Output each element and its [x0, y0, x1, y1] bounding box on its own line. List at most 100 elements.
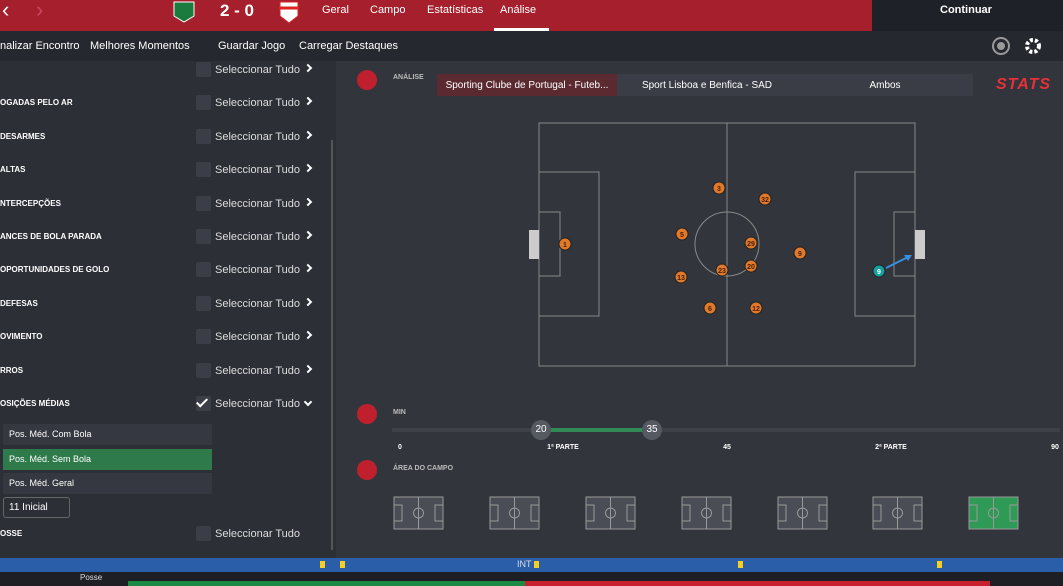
area-option[interactable]: [872, 496, 923, 530]
select-all[interactable]: Seleccionar Tudo: [215, 364, 300, 377]
checkbox[interactable]: [196, 62, 211, 77]
card-icons: [320, 561, 942, 568]
filter-label: OVIMENTO: [0, 332, 43, 342]
area-option[interactable]: [681, 496, 732, 530]
active-underline: [494, 28, 549, 31]
select-all[interactable]: Seleccionar Tudo: [215, 197, 300, 210]
checkbox[interactable]: [196, 526, 211, 541]
player-marker[interactable]: [675, 227, 689, 241]
checkbox[interactable]: [196, 229, 211, 244]
player-marker[interactable]: [872, 264, 886, 278]
option[interactable]: Pos. Méd. Sem Bola: [9, 453, 92, 464]
scale-label: 45: [723, 444, 731, 451]
select-all[interactable]: Seleccionar Tudo: [215, 264, 300, 277]
tab-label[interactable]: Sporting Clube de Portugal - Futeb...: [445, 80, 609, 91]
area-option[interactable]: [777, 496, 828, 530]
analysis-icon: [357, 70, 377, 90]
checkbox[interactable]: [196, 128, 211, 144]
player-marker[interactable]: [793, 246, 807, 260]
section-heading: ANÁLISE: [393, 74, 424, 81]
checkbox[interactable]: [196, 195, 211, 211]
tab[interactable]: [437, 74, 617, 96]
player-marker[interactable]: [749, 301, 763, 315]
scrollbar: [331, 140, 333, 550]
tab-label[interactable]: Ambos: [869, 80, 901, 91]
menu-item[interactable]: Análise: [500, 4, 537, 16]
player-marker[interactable]: [558, 237, 572, 251]
toolbar-item[interactable]: Carregar Destaques: [299, 40, 399, 52]
select-all[interactable]: Seleccionar Tudo: [215, 164, 300, 177]
toolbar-item[interactable]: Melhores Momentos: [90, 40, 190, 52]
area-option[interactable]: [968, 496, 1019, 530]
continue-bar[interactable]: [872, 0, 1063, 31]
filter-label: OPORTUNIDADES DE GOLO: [0, 265, 110, 275]
slider-knob[interactable]: [642, 420, 662, 440]
settings-icon[interactable]: [1025, 38, 1041, 54]
checkbox[interactable]: [196, 262, 211, 278]
filter-label: NTERCEPÇÕES: [0, 198, 61, 208]
player-marker[interactable]: [674, 270, 688, 284]
tab-label[interactable]: Sport Lisboa e Benfica - SAD: [641, 80, 773, 91]
checkbox[interactable]: [196, 362, 211, 378]
player-number: 6: [708, 306, 712, 313]
menu-item[interactable]: Estatísticas: [427, 4, 484, 16]
player-marker[interactable]: [712, 181, 726, 195]
menu-item[interactable]: Geral: [322, 4, 349, 16]
dropdown-label[interactable]: 11 Inicial: [9, 502, 48, 513]
option[interactable]: Pos. Méd. Geral: [9, 478, 75, 488]
stats-logo: STATS: [996, 76, 1052, 93]
option-bg[interactable]: [3, 424, 212, 445]
slider-knob[interactable]: [531, 420, 551, 440]
checkbox[interactable]: [196, 396, 211, 411]
scale-label: 1ª PARTE: [547, 444, 579, 451]
area-option[interactable]: [393, 496, 444, 530]
filter-label: RROS: [0, 365, 24, 375]
select-all[interactable]: Seleccionar Tudo: [215, 64, 300, 76]
checkbox[interactable]: [196, 162, 211, 178]
player-number: 3: [717, 186, 721, 193]
forward-arrow: ›: [36, 0, 43, 22]
select-all[interactable]: Seleccionar Tudo: [215, 297, 300, 310]
section-heading: MIN: [393, 409, 406, 416]
range-label: 35: [646, 424, 658, 435]
select-all[interactable]: Seleccionar Tudo: [215, 231, 300, 243]
possession-label: Posse: [80, 573, 103, 582]
scale-label: 90: [1051, 444, 1059, 451]
option-bg[interactable]: [3, 473, 212, 494]
toolbar-item[interactable]: Guardar Jogo: [218, 40, 286, 52]
top-bar: [0, 0, 872, 31]
area-option[interactable]: [489, 496, 540, 530]
player-marker[interactable]: [744, 259, 758, 273]
player-number: 12: [752, 306, 760, 313]
player-number: 23: [718, 268, 726, 275]
select-all[interactable]: Seleccionar Tudo: [215, 398, 300, 410]
select-all[interactable]: Seleccionar Tudo: [215, 528, 300, 540]
tab[interactable]: [797, 74, 973, 96]
select-all[interactable]: Seleccionar Tudo: [215, 331, 300, 344]
toolbar-item[interactable]: nalizar Encontro: [0, 40, 80, 52]
select-all[interactable]: Seleccionar Tudo: [215, 130, 300, 143]
player-marker[interactable]: [715, 263, 729, 277]
record-icon[interactable]: [992, 37, 1010, 55]
menu-item[interactable]: Campo: [370, 4, 406, 16]
tab[interactable]: [617, 74, 797, 96]
area-option[interactable]: [585, 496, 636, 530]
checkbox[interactable]: [196, 329, 211, 345]
area-icon: [357, 460, 377, 480]
player-marker[interactable]: [703, 301, 717, 315]
away-badge: [279, 1, 299, 24]
option-bg[interactable]: [3, 448, 212, 470]
back-arrow[interactable]: ‹: [2, 0, 9, 22]
player-marker[interactable]: [744, 236, 758, 250]
option[interactable]: Pos. Méd. Com Bola: [9, 429, 92, 439]
filter-label: OSIÇÕES MÉDIAS: [0, 399, 70, 408]
continue-button[interactable]: Continuar: [940, 4, 992, 16]
checkbox[interactable]: [196, 295, 211, 311]
player-number: 13: [677, 275, 685, 282]
player-number: 32: [761, 197, 769, 204]
dropdown[interactable]: [3, 497, 70, 518]
select-all[interactable]: Seleccionar Tudo: [215, 97, 300, 110]
checkbox[interactable]: [196, 95, 211, 111]
player-marker[interactable]: [758, 192, 772, 206]
